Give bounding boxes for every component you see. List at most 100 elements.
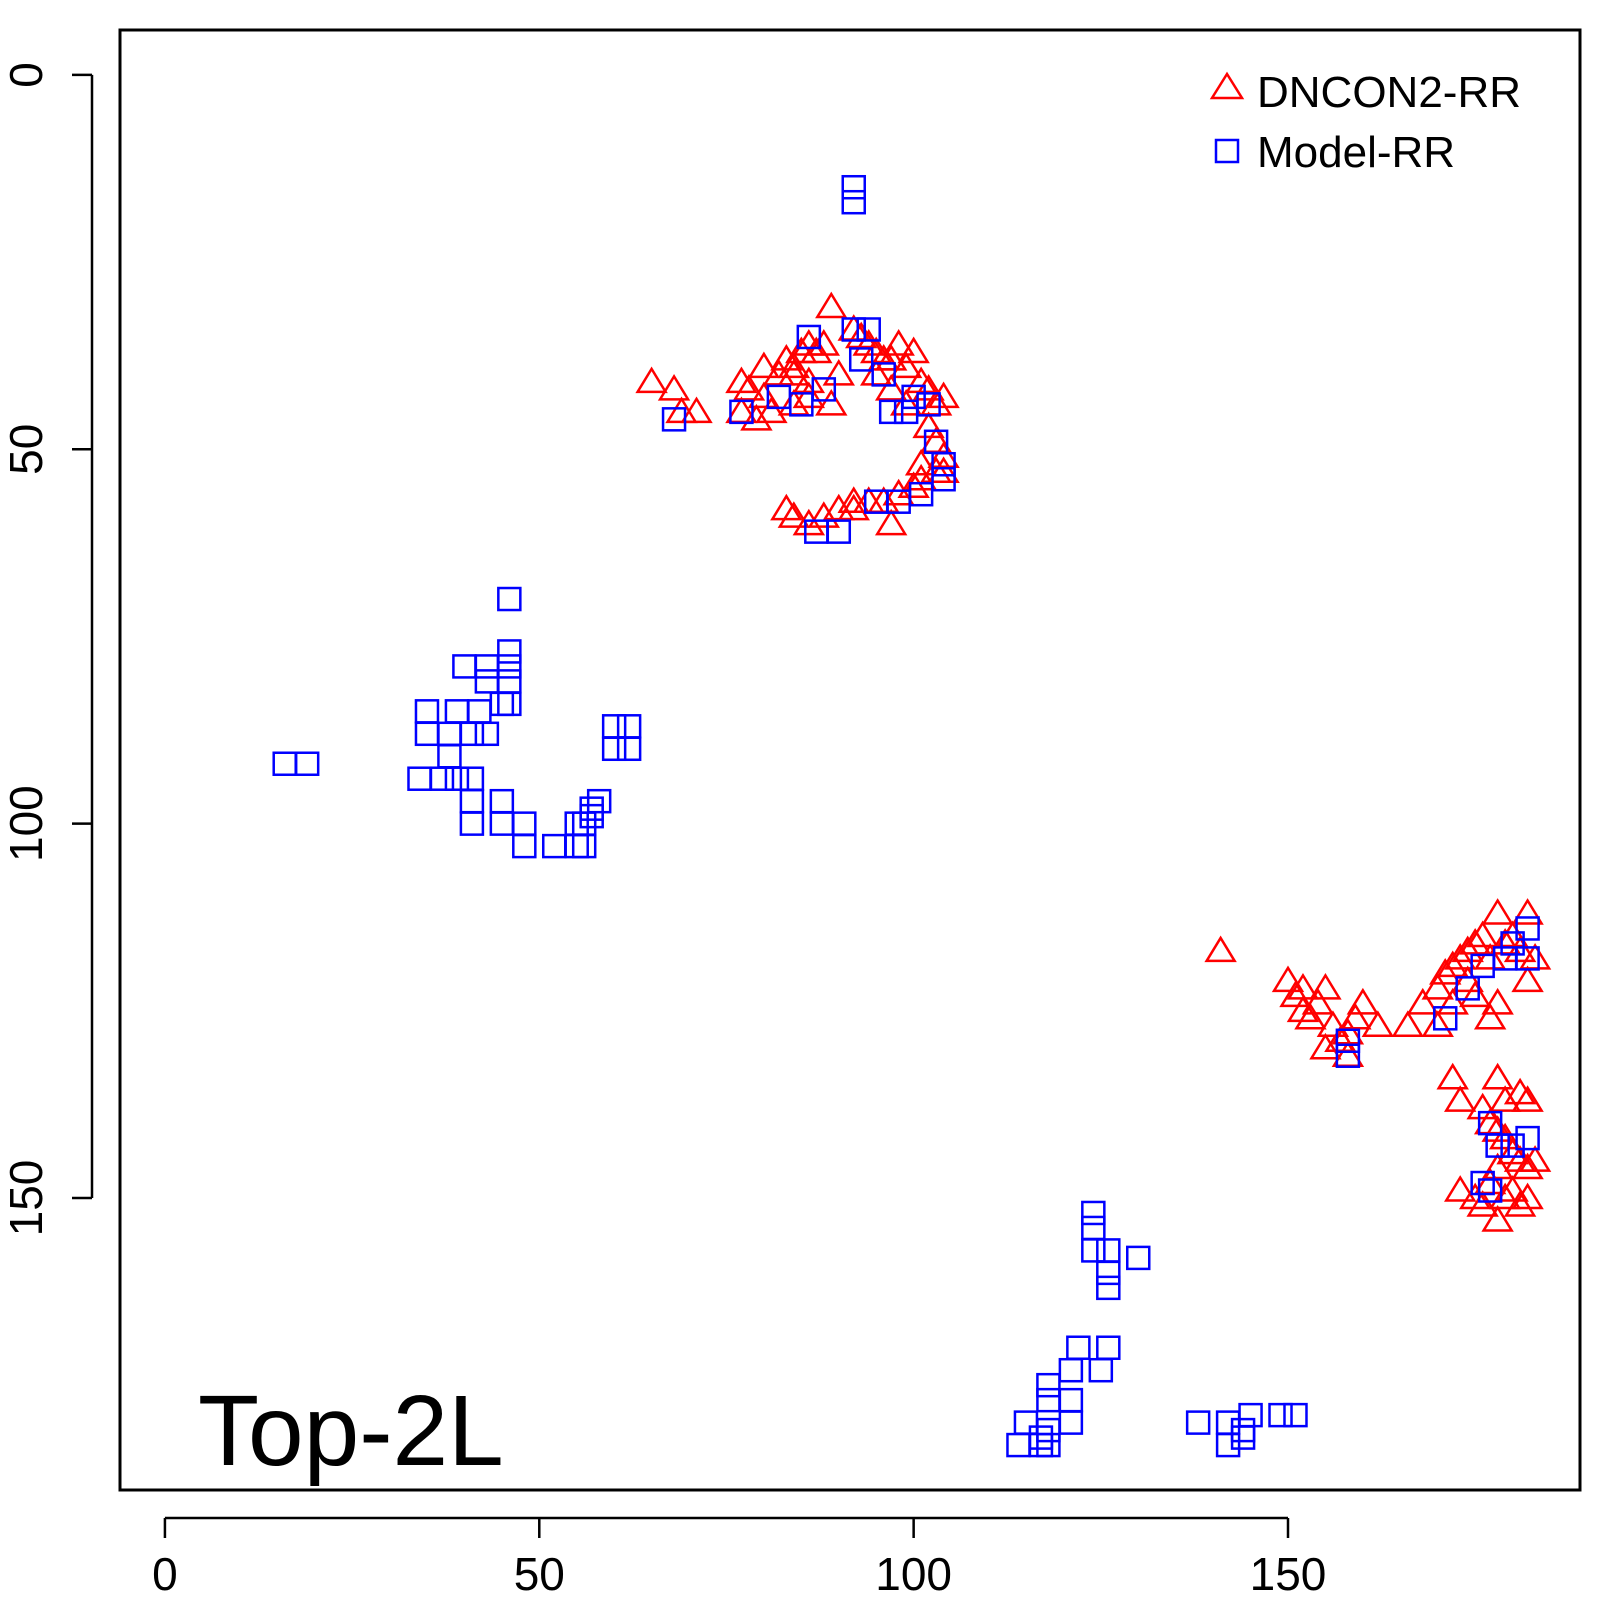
x-tick-label: 0 [152,1548,178,1600]
point-triangle [792,366,826,394]
point-square [272,751,297,776]
point-triangle [1286,995,1320,1023]
point-triangle [755,396,788,424]
legend: DNCON2-RR Model-RR [1209,68,1521,177]
point-square [1515,946,1540,971]
point-triangle [770,344,803,371]
point-square [512,833,537,859]
point-triangle [1443,943,1477,970]
series-dncon2-rr [635,291,1552,1232]
point-square [1096,1238,1121,1263]
point-square [497,691,522,717]
point-square [601,736,627,762]
point-triangle [777,388,811,416]
point-square [407,766,432,791]
point-square [848,347,874,372]
point-square [1515,916,1540,941]
point-square [294,751,320,776]
point-triangle [1481,1062,1514,1090]
point-triangle [800,336,833,364]
legend-label-model: Model-RR [1257,128,1455,177]
point-triangle [1406,987,1439,1015]
point-triangle [904,366,938,394]
point-triangle [635,366,668,394]
point-square [1088,1357,1114,1383]
point-triangle [897,471,930,498]
point-square [826,519,852,544]
point-square [497,654,522,679]
point-triangle [807,501,841,528]
point-square [474,669,500,694]
point-square [841,174,866,200]
point-triangle [777,359,811,386]
point-triangle [1511,1085,1544,1112]
point-triangle [837,493,870,521]
point-triangle [1451,965,1484,993]
point-square [571,811,597,836]
point-triangle [1481,987,1514,1015]
point-triangle [1458,928,1492,955]
point-square [1485,1133,1510,1158]
point-triangle [1466,1092,1499,1120]
point-square [1455,976,1480,1001]
x-tick-label: 100 [875,1548,952,1600]
point-triangle [1391,1010,1425,1038]
point-square [729,399,754,425]
point-triangle [874,508,908,536]
point-square [1066,1335,1091,1360]
point-triangle [882,478,915,506]
point-square [1036,1372,1061,1398]
point-triangle [1488,1122,1522,1150]
point-triangle [904,463,938,491]
point-square [1335,1043,1361,1068]
data-marks [272,174,1552,1458]
point-triangle [1496,1175,1529,1202]
point-square [1185,1410,1211,1435]
point-square [789,392,814,417]
point-square [459,766,485,791]
point-square [414,721,440,747]
point-square [878,399,904,425]
point-triangle [1496,1137,1529,1165]
point-triangle [815,388,848,416]
point-triangle [1511,1152,1544,1180]
point-triangle [1496,920,1529,948]
point-square [1215,1410,1241,1435]
point-triangle [815,291,848,319]
point-square [1096,1335,1121,1360]
point-square [1013,1410,1039,1435]
point-triangle [1436,950,1469,978]
point-square [444,766,470,791]
point-triangle [1503,935,1537,963]
plot-annotation: Top-2L [198,1375,504,1487]
point-square [841,189,866,215]
point-triangle [1286,972,1320,1000]
point-square [1477,1178,1503,1203]
point-triangle [1309,972,1342,1000]
point-square [1283,1402,1308,1428]
point-square [489,788,515,814]
point-triangle [1481,1152,1514,1180]
point-triangle [1458,980,1492,1008]
point-triangle [1511,898,1544,925]
point-triangle [1294,1002,1327,1030]
point-triangle [845,321,878,349]
point-triangle [1361,1010,1395,1038]
point-triangle [1511,965,1544,993]
point-square [437,744,462,769]
point-square [489,691,515,717]
point-triangle [1518,943,1552,970]
point-square [811,377,837,402]
point-square [444,699,470,724]
point-square [1470,1170,1495,1196]
point-square [579,796,604,821]
point-square [601,714,627,739]
point-square [1432,1006,1458,1031]
point-triangle [777,501,811,528]
point-triangle [1316,1010,1350,1038]
point-triangle [747,351,781,379]
point-square [901,384,926,410]
point-square [1238,1402,1263,1428]
y-tick-label: 50 [0,424,52,475]
point-triangle [1503,1077,1537,1105]
